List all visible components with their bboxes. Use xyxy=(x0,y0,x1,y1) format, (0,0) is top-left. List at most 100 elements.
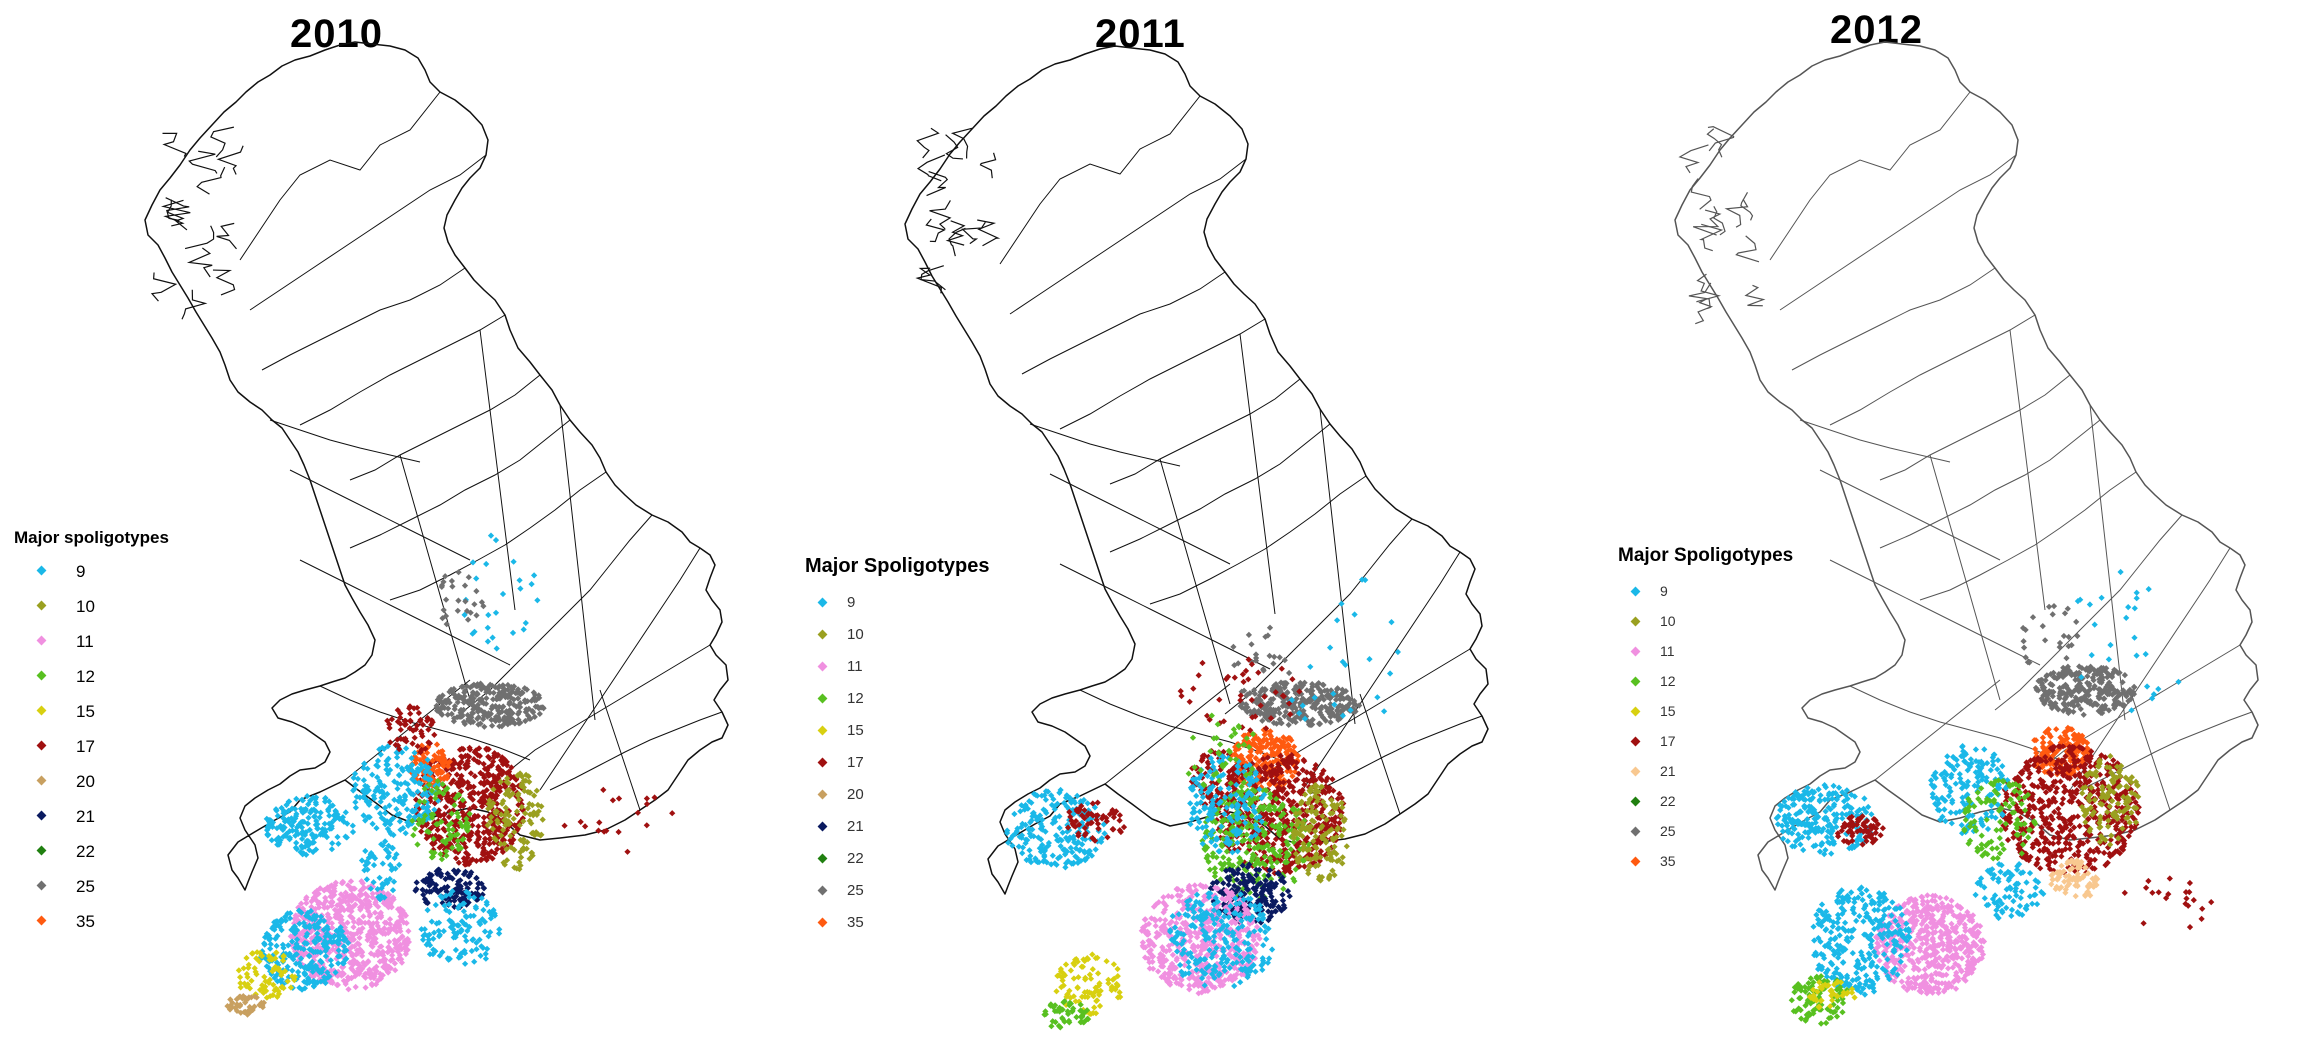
spoligotype-point xyxy=(423,805,430,812)
spoligotype-point xyxy=(340,960,347,967)
spoligotype-point xyxy=(521,685,528,692)
spoligotype-point xyxy=(322,979,329,987)
spoligotype-point xyxy=(299,831,306,838)
spoligotype-point xyxy=(454,831,461,838)
spoligotype-point xyxy=(334,833,341,841)
spoligotype-point xyxy=(315,904,323,911)
county-boundary xyxy=(249,154,487,311)
spoligotype-point xyxy=(603,827,610,834)
spoligotype-point xyxy=(294,968,302,976)
spoligotype-point xyxy=(419,791,426,798)
spoligotype-point xyxy=(417,716,424,723)
spoligotype-point xyxy=(485,611,492,619)
spoligotype-point xyxy=(515,716,522,723)
spoligotype-point xyxy=(497,840,504,848)
spoligotype-point xyxy=(1336,790,1343,798)
spoligotype-point xyxy=(370,879,377,886)
spoligotype-point xyxy=(1280,885,1287,893)
island-outline xyxy=(166,199,188,231)
spoligotype-point xyxy=(513,808,521,815)
spoligotype-point xyxy=(1262,763,1269,770)
spoligotype-point xyxy=(1275,786,1282,794)
spoligotype-point xyxy=(448,919,455,926)
spoligotype-point xyxy=(461,933,469,940)
spoligotype-point xyxy=(244,973,251,981)
county-boundary xyxy=(559,404,596,721)
spoligotype-point xyxy=(453,893,460,900)
legend-swatch-icon xyxy=(36,915,47,926)
spoligotype-point xyxy=(275,922,282,929)
spoligotype-point xyxy=(527,789,534,796)
spoligotype-point xyxy=(443,848,450,855)
spoligotype-point xyxy=(502,708,510,716)
spoligotype-point xyxy=(508,764,515,771)
county-boundary xyxy=(1079,689,1291,765)
county-boundary xyxy=(1269,648,1471,775)
spoligotype-point xyxy=(600,786,607,794)
spoligotype-point xyxy=(492,609,500,616)
spoligotype-point xyxy=(530,792,538,799)
spoligotype-point xyxy=(376,778,383,785)
spoligotype-point xyxy=(332,969,339,976)
county-boundary xyxy=(399,454,471,701)
spoligotype-point xyxy=(1301,863,1308,870)
spoligotype-point xyxy=(1316,720,1323,728)
spoligotype-point xyxy=(455,597,462,604)
spoligotype-point xyxy=(500,797,507,805)
spoligotype-point xyxy=(286,836,293,843)
spoligotype-point xyxy=(1291,715,1299,722)
spoligotype-point xyxy=(1203,828,1210,835)
island-outline xyxy=(188,150,218,174)
island-outline xyxy=(920,265,946,291)
spoligotype-point xyxy=(1259,717,1266,724)
spoligotype-point xyxy=(1203,823,1210,830)
spoligotype-point xyxy=(435,927,442,934)
spoligotype-point xyxy=(377,751,384,758)
county-boundary xyxy=(1319,408,1356,725)
spoligotype-point xyxy=(437,695,444,702)
spoligotype-point xyxy=(520,846,527,854)
spoligotype-point xyxy=(303,839,310,846)
spoligotype-point xyxy=(1261,872,1268,879)
legend-item: 25 xyxy=(14,877,169,912)
spoligotype-point xyxy=(301,843,309,850)
spoligotype-point xyxy=(1286,783,1293,790)
spoligotype-point xyxy=(596,819,603,826)
spoligotype-point xyxy=(362,984,369,991)
spoligotype-point xyxy=(295,830,302,838)
spoligotype-point xyxy=(1295,840,1303,847)
spoligotype-point xyxy=(472,747,480,754)
spoligotype-point xyxy=(444,705,452,712)
coastline-outline xyxy=(904,45,1489,895)
spoligotype-point xyxy=(445,826,452,833)
spoligotype-point xyxy=(273,942,280,950)
spoligotype-point xyxy=(498,845,506,853)
spoligotype-point xyxy=(510,815,517,822)
spoligotype-point xyxy=(350,923,357,931)
spoligotype-point xyxy=(328,846,336,853)
spoligotype-point xyxy=(321,795,329,802)
island-outline xyxy=(979,152,997,179)
legend-swatch-icon xyxy=(36,880,47,891)
legend-item: 20 xyxy=(14,772,169,807)
spoligotype-point xyxy=(538,803,545,810)
spoligotype-point xyxy=(1276,779,1283,786)
spoligotype-point xyxy=(537,704,545,711)
spoligotype-point xyxy=(451,759,459,767)
spoligotype-point xyxy=(358,952,366,960)
spoligotype-point xyxy=(349,891,356,898)
spoligotype-point xyxy=(423,717,431,724)
spoligotype-point xyxy=(452,946,460,954)
legend-label: 25 xyxy=(76,877,95,896)
spoligotype-point xyxy=(305,814,312,821)
spoligotype-point xyxy=(439,837,446,845)
spoligotype-point xyxy=(609,797,617,804)
spoligotype-point xyxy=(371,909,379,916)
spoligotype-point xyxy=(1320,681,1327,689)
spoligotype-point xyxy=(413,879,420,886)
spoligotype-point xyxy=(385,842,392,849)
spoligotype-point xyxy=(396,796,403,804)
spoligotype-point xyxy=(1319,789,1326,796)
spoligotype-point xyxy=(1324,774,1331,782)
spoligotype-point xyxy=(340,907,348,914)
